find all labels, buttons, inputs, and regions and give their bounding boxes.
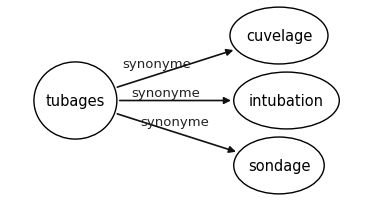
Text: sondage: sondage [248, 158, 310, 173]
Text: tubages: tubages [46, 94, 105, 108]
Text: synonyme: synonyme [132, 86, 201, 99]
Text: synonyme: synonyme [141, 116, 210, 129]
Text: intubation: intubation [249, 94, 324, 108]
Text: synonyme: synonyme [123, 58, 192, 71]
Text: cuvelage: cuvelage [246, 29, 312, 44]
